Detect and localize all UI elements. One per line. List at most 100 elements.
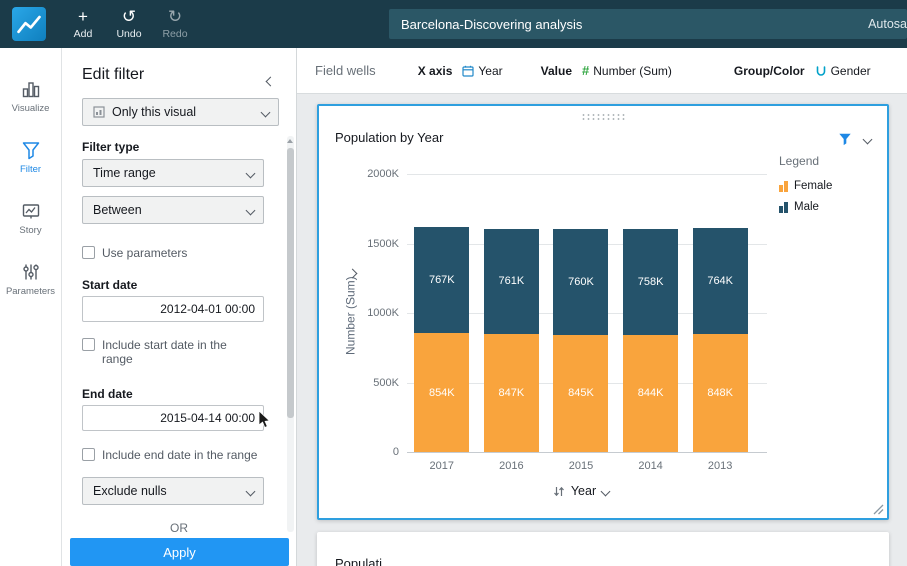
scroll-up-icon[interactable] (287, 139, 293, 143)
bar-value-label: 758K (637, 276, 664, 288)
start-date-input[interactable] (82, 296, 264, 322)
sidebar-item-story[interactable]: Story (0, 192, 61, 244)
bar-segment-female[interactable]: 845K (553, 334, 609, 452)
x-axis-well-label: X axis (417, 63, 453, 78)
bar-segment-male[interactable]: 764K (692, 227, 748, 335)
add-label: Add (73, 28, 93, 40)
quicksight-logo-icon[interactable] (12, 7, 46, 41)
include-end-label: Include end date in the range (102, 448, 258, 462)
logo-chart-line-icon (17, 15, 41, 34)
filter-scope-value: Only this visual (112, 105, 197, 119)
bar-segment-male[interactable]: 758K (623, 229, 679, 335)
x-labels: 2017 2016 2015 2014 2013 (407, 460, 755, 472)
filter-type-value: Time range (93, 166, 156, 180)
collapse-panel-button[interactable] (265, 72, 276, 90)
redo-icon: ↻ (167, 7, 183, 26)
bar-segment-male[interactable]: 760K (553, 228, 609, 335)
bar-value-label: 764K (707, 275, 734, 288)
dimension-field-icon (815, 65, 827, 77)
stacked-bar[interactable]: 845K 760K (553, 228, 609, 452)
undo-button[interactable]: ↺ Undo (106, 0, 152, 48)
visual-scope-icon (93, 106, 105, 118)
filter-type-label: Filter type (82, 140, 140, 154)
stacked-bar[interactable]: 854K 767K (414, 226, 470, 452)
filter-scope-select[interactable]: Only this visual (82, 98, 279, 126)
legend-label: Female (794, 180, 833, 192)
apply-button[interactable]: Apply (70, 538, 289, 566)
bar-column: 854K 767K (407, 226, 477, 452)
legend-items: Female Male (779, 180, 865, 213)
legend-title: Legend (779, 154, 820, 168)
bar-segment-female[interactable]: 847K (483, 334, 539, 452)
legend-item-male[interactable]: Male (779, 201, 865, 213)
bar-segment-female[interactable]: 844K (623, 334, 679, 452)
legend-item-female[interactable]: Female (779, 180, 865, 192)
include-start-checkbox[interactable]: Include start date in the range (82, 338, 260, 366)
axis-expander-button[interactable] (347, 264, 358, 282)
end-date-input[interactable] (82, 405, 264, 431)
y-tick-label: 1500K (367, 237, 399, 250)
stacked-bar[interactable]: 844K 758K (623, 229, 679, 452)
chart-legend: Legend Female Male (779, 154, 865, 222)
visual-title: Population by Year (335, 130, 444, 145)
visual-card-population-by-year[interactable]: Population by Year Legend Female Male Num… (317, 104, 889, 520)
bar-column: 847K 761K (477, 228, 547, 452)
visual-menu-chevron-icon[interactable] (862, 134, 873, 144)
scrollbar-thumb[interactable] (287, 148, 294, 418)
visual-filter-icon[interactable] (838, 132, 852, 146)
condition-select[interactable]: Between (82, 196, 264, 224)
y-tick-label: 1000K (367, 307, 399, 319)
bar-value-label: 847K (498, 387, 525, 400)
filter-type-select[interactable]: Time range (82, 159, 264, 187)
bar-value-label: 845K (568, 387, 594, 400)
value-field-value[interactable]: Number (Sum) (593, 63, 672, 78)
stacked-bar[interactable]: 847K 761K (483, 228, 539, 452)
undo-icon: ↺ (121, 7, 137, 26)
sort-icon (553, 486, 564, 496)
calendar-icon (462, 65, 474, 77)
x-tick-label: 2016 (499, 460, 524, 472)
analysis-title-box[interactable]: Barcelona-Discovering analysis Autosa (389, 9, 907, 39)
resize-handle-icon[interactable] (873, 504, 884, 515)
x-axis-field-name: Year (570, 484, 597, 498)
include-start-label: Include start date in the range (102, 338, 227, 366)
undo-label: Undo (116, 28, 142, 40)
stacked-bar[interactable]: 848K 764K (692, 227, 748, 452)
add-button[interactable]: + Add (60, 0, 106, 48)
checkbox-icon (82, 246, 95, 259)
y-tick-label: 0 (392, 446, 399, 458)
chevron-down-icon (245, 205, 256, 216)
bar-segment-male[interactable]: 767K (414, 226, 470, 334)
redo-button[interactable]: ↻ Redo (152, 0, 198, 48)
bar-segment-female[interactable]: 848K (692, 334, 748, 452)
x-axis-field-value[interactable]: Year (478, 63, 503, 78)
sidebar-label: Story (19, 224, 42, 236)
group-field-value[interactable]: Gender (830, 63, 871, 78)
bar-segment-female[interactable]: 854K (414, 333, 470, 452)
x-tick-label: 2017 (429, 460, 455, 472)
condition-value: Between (93, 203, 142, 217)
story-board-icon (22, 203, 39, 218)
visual-title: Populati (335, 556, 382, 566)
plot-area: 854K 767K 847K 761K 845K 760K 844K 758K 848K 764K (407, 174, 767, 453)
x-axis-field-control[interactable]: Year (407, 484, 755, 498)
y-tick-label: 500K (373, 376, 399, 389)
sidebar-item-visualize[interactable]: Visualize (0, 70, 61, 122)
bar-segment-male[interactable]: 761K (483, 228, 539, 335)
use-parameters-checkbox[interactable]: Use parameters (82, 246, 260, 260)
analysis-title: Barcelona-Discovering analysis (401, 16, 583, 32)
checkbox-icon (82, 448, 95, 461)
visual-card-next[interactable]: Populati (317, 532, 889, 566)
chevron-left-icon (265, 76, 276, 87)
bar-value-label: 761K (498, 275, 525, 288)
include-end-checkbox[interactable]: Include end date in the range (82, 448, 260, 462)
sidebar-item-parameters[interactable]: Parameters (0, 253, 61, 305)
bar-column: 844K 758K (616, 229, 686, 452)
sidebar-item-filter[interactable]: Filter (0, 131, 61, 183)
field-wells-bar[interactable]: Field wells X axis Year Value # Number (… (297, 48, 907, 94)
drag-handle-icon[interactable] (581, 113, 625, 120)
chevron-right-icon (347, 268, 358, 279)
chevron-down-icon (600, 486, 611, 496)
redo-label: Redo (162, 28, 188, 40)
nulls-select[interactable]: Exclude nulls (82, 477, 264, 505)
